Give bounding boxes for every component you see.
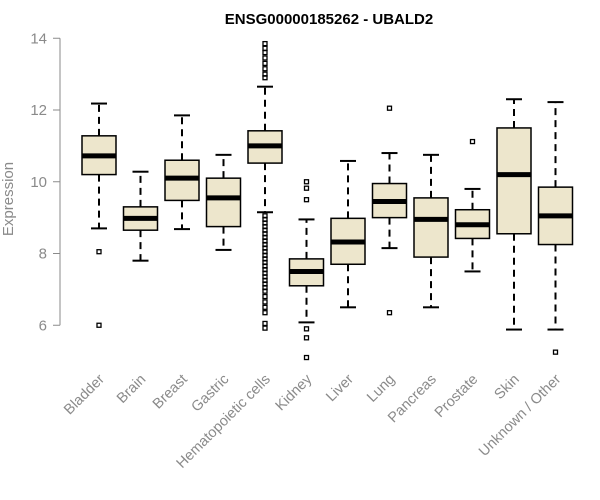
- outlier-point: [303, 197, 310, 203]
- outlier-point: [386, 310, 393, 316]
- chart-title: ENSG00000185262 - UBALD2: [225, 11, 433, 28]
- x-category-label: Liver: [323, 371, 357, 405]
- outlier-point: [262, 304, 268, 310]
- outlier-point: [552, 349, 559, 355]
- outlier-point: [262, 66, 268, 72]
- outlier-point: [262, 299, 268, 305]
- outlier-point: [262, 293, 268, 300]
- box-bladder: [81, 102, 117, 328]
- iqr-box: [205, 177, 242, 228]
- box-brain: [122, 170, 159, 262]
- x-category-label: Prostate: [432, 372, 481, 421]
- outlier-point: [262, 60, 268, 67]
- y-axis: 6 8 10 12 14: [30, 30, 61, 334]
- x-category-label: Kidney: [273, 371, 316, 414]
- box-gastric: [205, 153, 242, 251]
- y-tick-label: 10: [30, 174, 47, 191]
- outlier-point: [386, 105, 393, 111]
- box-hematopoietic-cells: [247, 40, 283, 331]
- box-prostate: [454, 138, 491, 273]
- box-unknown-other: [537, 101, 574, 355]
- x-category-label: Lung: [364, 372, 398, 406]
- outlier-point: [96, 249, 102, 255]
- y-tick-label: 14: [30, 30, 47, 47]
- outlier-point: [262, 40, 268, 47]
- outlier-point: [303, 179, 310, 185]
- box-lung: [371, 105, 408, 316]
- box-kidney: [288, 179, 325, 361]
- outlier-point: [303, 354, 310, 361]
- outlier-point: [303, 185, 310, 191]
- outlier-point: [262, 75, 268, 81]
- x-category-label: Breast: [150, 372, 191, 413]
- outlier-point: [303, 326, 310, 332]
- y-tick-label: 6: [39, 317, 47, 334]
- iqr-box: [496, 127, 532, 235]
- outlier-point: [469, 138, 476, 145]
- outlier-point: [262, 45, 268, 51]
- box-liver: [330, 159, 366, 309]
- box-pancreas: [413, 153, 449, 309]
- iqr-box: [413, 197, 449, 258]
- box-skin: [496, 98, 532, 331]
- outlier-point: [303, 335, 310, 341]
- box-breast: [164, 114, 200, 231]
- x-category-label: Brain: [114, 372, 149, 407]
- outlier-point: [262, 55, 268, 61]
- outlier-point: [96, 322, 102, 328]
- outlier-point: [262, 320, 268, 327]
- outlier-point: [262, 325, 268, 331]
- outlier-point: [262, 310, 268, 316]
- outlier-point: [262, 49, 268, 56]
- y-tick-label: 8: [39, 246, 47, 263]
- x-category-label: Skin: [492, 372, 523, 403]
- x-category-label: Bladder: [61, 371, 108, 418]
- y-tick-label: 12: [30, 102, 47, 119]
- outlier-point: [262, 288, 268, 294]
- box-series: [81, 40, 574, 361]
- y-axis-label: Expression: [0, 162, 17, 236]
